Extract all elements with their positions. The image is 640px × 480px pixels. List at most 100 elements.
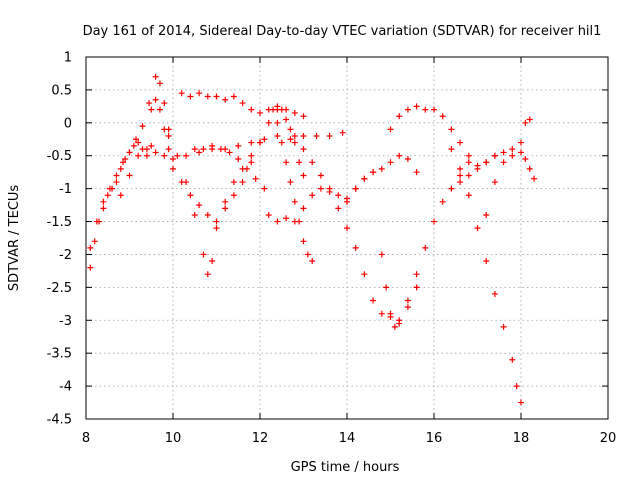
y-tick-label: -0.5 <box>47 149 72 164</box>
data-point <box>130 142 137 149</box>
data-point <box>239 179 246 186</box>
data-point <box>152 96 159 103</box>
data-point <box>378 165 385 172</box>
data-point <box>196 90 203 97</box>
data-point <box>209 258 216 265</box>
data-point <box>518 139 524 146</box>
data-point <box>270 106 277 113</box>
data-point <box>518 399 524 406</box>
data-point <box>465 152 472 159</box>
y-tick-label: -1 <box>59 182 72 197</box>
data-point <box>518 149 524 156</box>
series-17 <box>483 116 533 218</box>
data-point <box>278 106 285 113</box>
data-point <box>474 225 481 232</box>
series-14 <box>387 103 498 169</box>
data-point <box>300 113 307 120</box>
y-tick-label: -2 <box>59 248 72 263</box>
data-point <box>156 80 163 87</box>
data-point <box>326 185 333 192</box>
data-point <box>396 152 403 159</box>
data-point <box>274 119 281 126</box>
data-point <box>248 152 255 159</box>
data-point <box>143 152 150 159</box>
data-point <box>317 185 324 192</box>
data-point <box>387 310 394 317</box>
data-point <box>161 126 168 133</box>
series-8 <box>213 106 307 225</box>
plot-frame <box>85 56 609 420</box>
data-point <box>439 113 446 120</box>
data-point <box>104 192 111 199</box>
data-point <box>133 136 140 143</box>
data-point <box>213 93 220 100</box>
data-point <box>178 179 185 186</box>
data-point <box>483 258 490 265</box>
data-point <box>287 179 294 186</box>
data-point <box>222 96 229 103</box>
data-point <box>230 93 237 100</box>
data-point <box>222 205 229 212</box>
grid <box>86 57 608 419</box>
data-point <box>291 198 298 205</box>
data-point <box>248 159 255 166</box>
x-tick-label: 10 <box>165 431 182 446</box>
data-point <box>200 146 207 153</box>
x-tick-label: 12 <box>252 431 269 446</box>
series-16 <box>457 146 538 186</box>
data-point <box>457 172 464 179</box>
data-point <box>265 119 272 126</box>
data-point <box>361 271 368 278</box>
series-7 <box>191 142 268 192</box>
data-point <box>170 156 176 163</box>
data-point <box>448 185 455 192</box>
data-point <box>304 251 311 258</box>
data-point <box>335 205 342 212</box>
data-point <box>457 139 464 146</box>
data-point <box>309 258 316 265</box>
data-point <box>178 90 185 97</box>
data-point <box>413 271 420 278</box>
data-point <box>204 93 211 100</box>
data-point <box>106 185 113 192</box>
data-point <box>200 251 207 258</box>
data-point <box>513 383 520 390</box>
data-point <box>291 109 298 116</box>
data-point <box>135 152 142 159</box>
data-point <box>226 149 233 156</box>
data-point <box>261 136 268 143</box>
y-axis-label: SDTVAR / TECUs <box>7 185 22 292</box>
data-point <box>217 146 224 153</box>
data-point <box>265 211 272 218</box>
data-series <box>87 73 538 406</box>
data-point <box>404 156 411 163</box>
y-tick-label: -4 <box>59 380 72 395</box>
data-point <box>113 172 120 179</box>
data-point <box>122 156 129 163</box>
data-point <box>126 172 133 179</box>
data-point <box>309 192 316 199</box>
data-point <box>148 106 155 113</box>
series-9 <box>270 106 316 265</box>
data-point <box>196 149 203 156</box>
x-tick-label: 14 <box>339 431 356 446</box>
y-tick-label: -2.5 <box>47 281 72 296</box>
data-point <box>300 172 307 179</box>
data-point <box>87 244 94 251</box>
data-point <box>165 132 172 139</box>
data-point <box>283 215 290 222</box>
data-point <box>196 202 203 209</box>
data-point <box>491 290 498 297</box>
data-point <box>135 139 142 146</box>
data-point <box>531 175 538 182</box>
data-point <box>187 192 194 199</box>
data-point <box>300 205 307 212</box>
data-point <box>93 218 100 225</box>
data-point <box>287 126 294 133</box>
series-1 <box>87 139 155 271</box>
data-point <box>370 297 377 304</box>
data-point <box>191 211 198 218</box>
data-point <box>148 142 155 149</box>
data-point <box>261 185 268 192</box>
